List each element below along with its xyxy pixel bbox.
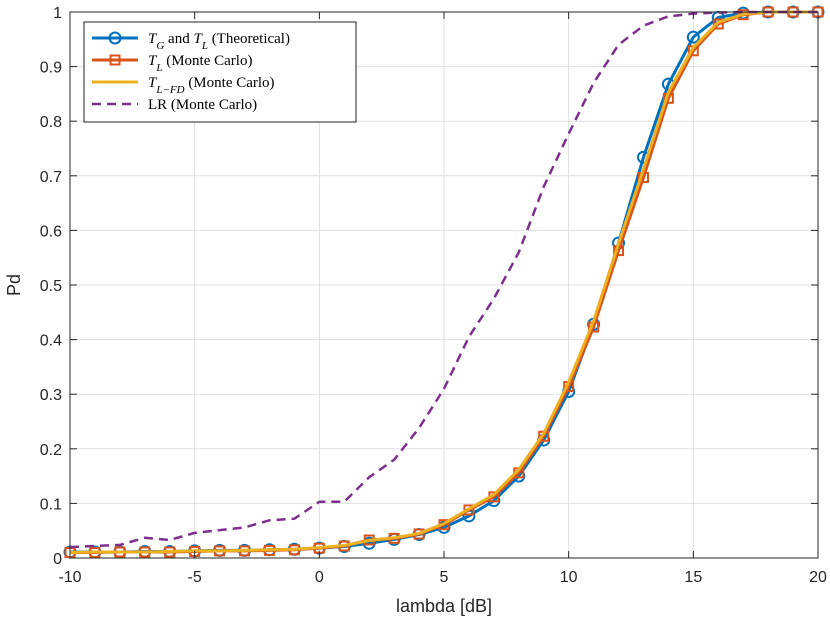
y-tick-label: 0.1 <box>40 496 62 513</box>
legend-label-part: (Theoretical) <box>208 31 290 47</box>
legend-label-part: (Monte Carlo) <box>185 75 275 91</box>
legend-label-part: L <box>155 62 162 74</box>
y-tick-label: 0.7 <box>40 169 62 186</box>
legend-label: LR (Monte Carlo) <box>148 97 257 113</box>
y-tick-label: 0.4 <box>40 333 62 350</box>
legend-label-part: L <box>201 40 208 52</box>
legend-item: TL (Monte Carlo) <box>92 53 252 74</box>
legend-label-part: T <box>148 53 158 69</box>
legend-label-part: LR <box>148 97 167 113</box>
x-tick-label: -5 <box>188 569 202 586</box>
legend-label: TL−FD (Monte Carlo) <box>148 75 275 96</box>
data-point-circle <box>686 30 700 44</box>
legend-item: TL−FD (Monte Carlo) <box>92 75 275 96</box>
series-2 <box>69 10 818 555</box>
x-tick-label: 0 <box>315 569 324 586</box>
x-tick-label: 10 <box>560 569 578 586</box>
y-tick-label: 1 <box>53 5 62 22</box>
x-axis-label: lambda [dB] <box>396 596 492 616</box>
data-point-circle <box>108 31 122 45</box>
data-point-square <box>712 18 724 30</box>
x-tick-label: 20 <box>809 569 827 586</box>
legend-label-part: (Monte Carlo) <box>167 97 257 113</box>
y-tick-label: 0 <box>53 551 62 568</box>
legend-label-part: G <box>156 40 164 52</box>
y-tick-label: 0.9 <box>40 60 62 77</box>
x-tick-label: -10 <box>58 569 81 586</box>
legend-item: TG and TL (Theoretical) <box>92 31 290 52</box>
y-tick-label: 0.8 <box>40 114 62 131</box>
legend-label-part: T <box>148 75 158 91</box>
y-tick-label: 0.2 <box>40 442 62 459</box>
y-tick-label: 0.3 <box>40 387 62 404</box>
legend-label-part: L−FD <box>155 84 184 96</box>
legend-label: TG and TL (Theoretical) <box>148 31 290 52</box>
legend-item: LR (Monte Carlo) <box>92 97 257 113</box>
series-line <box>69 10 818 555</box>
legend-label-part: (Monte Carlo) <box>162 53 252 69</box>
ticks: -10 -5 0 5 10 15 20 0 0.1 0.2 0.3 0.4 0.5 0.6 0.7 0.8 0.… <box>40 5 827 586</box>
y-tick-label: 0.5 <box>40 278 62 295</box>
x-tick-label: 15 <box>684 569 702 586</box>
y-tick-label: 0.6 <box>40 223 62 240</box>
x-tick-label: 5 <box>440 569 449 586</box>
data-point-square <box>109 54 121 66</box>
y-axis-label: Pd <box>4 274 24 296</box>
legend: TG and TL (Theoretical)TL (Monte Carlo)T… <box>83 21 357 123</box>
legend-label-part: T <box>193 31 203 47</box>
legend-label-part: T <box>148 31 158 47</box>
legend-label-part: and <box>164 31 193 47</box>
legend-label: TL (Monte Carlo) <box>148 53 252 74</box>
